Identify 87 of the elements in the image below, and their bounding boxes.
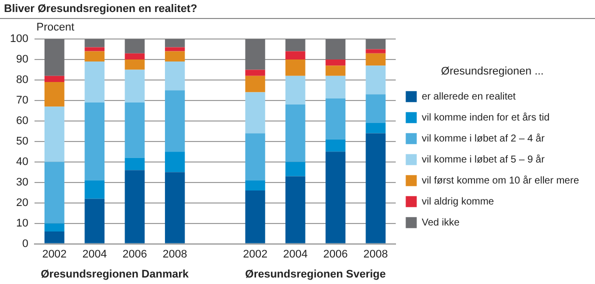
bar [164,39,185,48]
bar [326,39,346,60]
y-tick-label: 40 [16,156,28,168]
bar [366,53,386,66]
bar [44,39,64,76]
bar [366,39,386,50]
bar [326,66,346,76]
legend-label: vil komme i løbet af 2 – 4 år [422,132,546,144]
bar [245,133,266,180]
bar [326,152,346,244]
bar [84,51,105,62]
y-tick-label: 10 [16,217,28,230]
bar [326,76,346,98]
bar [84,180,105,199]
text: Øresundsregionen Sverige [245,268,386,281]
y-tick-label: 60 [16,114,28,127]
x-tick-label: 2006 [323,248,348,260]
x-tick-label: 2002 [42,248,67,260]
bar [366,66,386,94]
x-tick-label: 2008 [162,248,188,260]
bar [124,59,145,70]
bar [44,223,64,232]
y-tick-label: 80 [16,74,28,86]
bar [326,98,346,140]
bar [44,76,64,82]
bar [124,158,145,170]
bar [366,122,386,134]
x-tick-label: 2004 [283,248,308,260]
bar [44,232,64,244]
legend-label: vil aldrig komme [422,196,494,208]
x-tick-label: 2006 [122,248,147,260]
bar [164,62,185,90]
bar [245,76,266,92]
bar [44,82,64,107]
bar [285,162,306,176]
y-tick-label: 90 [16,54,28,66]
bar [164,90,185,152]
legend-label: vil komme i løbet af 5 – 9 år [422,153,546,166]
bar [366,133,386,244]
y-tick-label: 70 [16,94,28,106]
bar [164,152,185,172]
bar [84,62,105,102]
text: Øresundsregionen Danmark [40,268,190,281]
x-tick-label: 2008 [363,248,388,260]
bar [124,170,145,244]
bar [164,172,185,244]
bar [44,162,64,224]
y-axis-title: Procent [36,22,74,34]
bar [84,39,105,48]
bar [245,70,266,76]
bar [326,59,346,66]
bar [245,190,266,244]
bar [124,39,145,54]
legend-label: vil først komme om 10 år eller mere [422,174,580,186]
bar [84,47,105,52]
x-tick-label: 2002 [242,248,268,260]
bar [124,70,145,102]
legend-title: Øresundsregionen ... [441,65,544,78]
bar [285,176,306,244]
bar [164,51,185,62]
bar [285,39,306,52]
y-tick-label: 30 [16,176,28,188]
bar [84,198,105,244]
bar [124,102,145,158]
bar [84,102,105,180]
bar [164,47,185,52]
bar [366,49,386,54]
y-tick-label: 0 [22,238,28,250]
bar [245,180,266,191]
bar [245,92,266,134]
bar [366,94,386,123]
bar [124,53,145,60]
legend-label: er allerede en realitet [422,91,516,102]
chart-title: Bliver Øresundsregionen en realitet? [0,0,595,19]
y-tick-label: 50 [16,135,28,148]
y-tick-label: 20 [16,196,28,209]
legend-label: Ved ikke [422,217,460,228]
bar [326,139,346,152]
legend-label: vil komme inden for et års tid [422,111,550,124]
bar [285,104,306,162]
bar [44,106,64,162]
bar [285,76,306,105]
bar [285,51,306,60]
x-tick-label: 2004 [82,248,107,260]
y-tick-label: 100 [10,33,28,46]
bar [245,39,266,70]
bar [285,59,306,76]
